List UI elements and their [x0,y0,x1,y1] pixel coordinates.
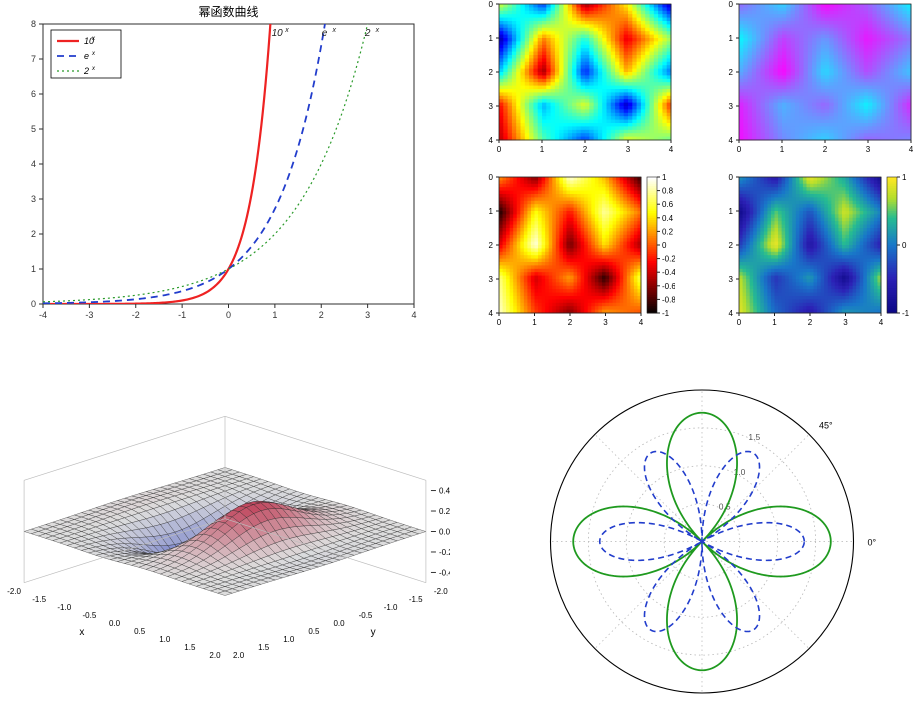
heatmap-jet: 0123401234 [475,0,675,160]
exponential-chart: -4-3-2-101234012345678幂函数曲线10xex2x10xex2… [5,2,420,332]
x-axis-label: x [79,627,84,638]
svg-text:0: 0 [489,0,494,9]
svg-text:3: 3 [365,310,370,320]
svg-text:3: 3 [866,145,871,154]
svg-text:2: 2 [489,241,494,250]
polar-svg: 0.51.01.50°45° [512,374,892,709]
svg-text:1: 1 [532,318,537,327]
svg-text:4: 4 [489,309,494,318]
svg-text:0: 0 [226,310,231,320]
exponential-chart-svg: -4-3-2-101234012345678幂函数曲线10xex2x10xex2… [5,2,420,332]
svg-text:3: 3 [489,102,494,111]
svg-text:x: x [331,27,336,34]
svg-text:7: 7 [31,54,36,64]
angle-label: 45° [819,420,833,430]
svg-text:2: 2 [83,66,89,76]
svg-text:4: 4 [411,310,416,320]
svg-text:-4: -4 [39,310,47,320]
svg-text:3: 3 [626,145,631,154]
svg-text:x: x [284,27,289,34]
svg-text:3: 3 [729,102,734,111]
svg-text:0: 0 [729,0,734,9]
svg-text:1: 1 [272,310,277,320]
svg-text:e: e [322,28,328,39]
svg-text:0: 0 [31,299,36,309]
svg-text:4: 4 [729,136,734,145]
svg-text:2: 2 [583,145,588,154]
svg-text:-2: -2 [132,310,140,320]
svg-text:4: 4 [489,136,494,145]
svg-text:e: e [84,51,89,61]
svg-text:1: 1 [780,145,785,154]
polar-rose-plot: 0.51.01.50°45° [512,374,892,709]
svg-text:0: 0 [497,145,502,154]
svg-text:0: 0 [737,145,742,154]
svg-text:4: 4 [31,159,36,169]
svg-text:3: 3 [31,194,36,204]
svg-text:0: 0 [497,318,502,327]
svg-text:8: 8 [31,19,36,29]
svg-text:4: 4 [669,145,674,154]
svg-text:0: 0 [489,173,494,182]
chart-title: 幂函数曲线 [198,4,258,19]
svg-text:6: 6 [31,89,36,99]
surface-3d-plot: -0.4-0.20.00.20.4-2.0-1.5-1.0-0.50.00.51… [0,360,450,710]
angle-label: 0° [868,538,877,548]
rose-k3 [600,452,805,632]
svg-text:2: 2 [319,310,324,320]
heatmap-hot: 0123401234-1-0.8-0.6-0.4-0.200.20.40.60.… [475,173,675,333]
heatmap-cool: 0123401234 [715,0,915,160]
svg-text:4: 4 [909,145,914,154]
svg-text:1: 1 [489,207,494,216]
svg-text:-1: -1 [178,310,186,320]
svg-text:1: 1 [31,264,36,274]
svg-text:5: 5 [31,124,36,134]
svg-text:x: x [375,27,380,34]
heatmap-viridis_like: 0123401234-101 [715,173,915,333]
svg-text:1: 1 [540,145,545,154]
svg-text:2: 2 [364,28,371,39]
svg-text:2: 2 [568,318,573,327]
svg-text:-3: -3 [85,310,93,320]
svg-text:4: 4 [639,318,644,327]
y-axis-label: y [371,627,376,638]
surface-svg: -0.4-0.20.00.20.4-2.0-1.5-1.0-0.50.00.51… [0,360,450,710]
svg-text:1: 1 [729,34,734,43]
svg-text:3: 3 [489,275,494,284]
svg-text:10: 10 [272,28,284,39]
heatmap-grid: 012340123401234012340123401234-1-0.8-0.6… [475,0,915,345]
svg-text:2: 2 [729,68,734,77]
svg-text:2: 2 [489,68,494,77]
svg-text:2: 2 [823,145,828,154]
svg-text:2: 2 [31,229,36,239]
svg-text:3: 3 [603,318,608,327]
svg-text:1: 1 [489,34,494,43]
